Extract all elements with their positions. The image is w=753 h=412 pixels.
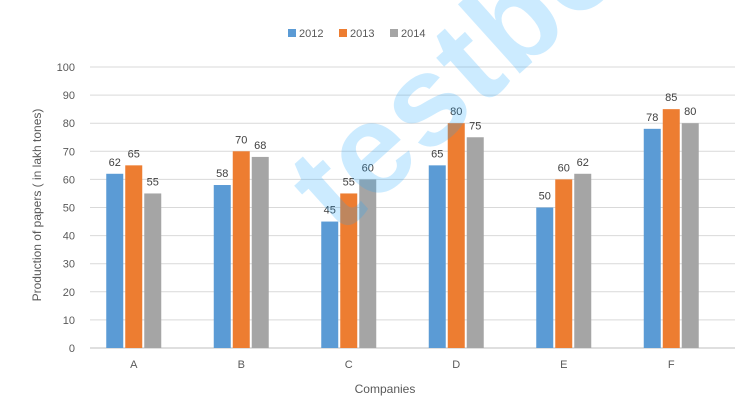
bar-f-2013 xyxy=(662,109,680,349)
bar-c-2013 xyxy=(340,193,358,348)
bar-a-2013 xyxy=(125,165,143,348)
y-tick-label: 0 xyxy=(69,343,75,355)
data-label-d-2012: 65 xyxy=(431,148,443,160)
data-label-f-2014: 80 xyxy=(684,106,696,118)
bar-b-2014 xyxy=(251,156,269,348)
x-axis-label: Companies xyxy=(355,382,416,396)
bar-d-2014 xyxy=(466,137,484,348)
data-label-b-2014: 68 xyxy=(254,140,266,152)
legend-label-2014: 2014 xyxy=(401,28,425,40)
bar-b-2012 xyxy=(213,185,231,348)
data-label-d-2014: 75 xyxy=(469,120,481,132)
data-label-c-2014: 60 xyxy=(362,162,374,174)
y-tick-label: 60 xyxy=(63,174,75,186)
bar-a-2014 xyxy=(144,193,162,348)
data-label-f-2012: 78 xyxy=(646,112,658,124)
data-label-a-2012: 62 xyxy=(109,157,121,169)
x-tick-label-d: D xyxy=(452,359,460,371)
y-tick-label: 80 xyxy=(63,118,75,130)
y-tick-label: 70 xyxy=(63,146,75,158)
x-tick-label-f: F xyxy=(668,359,675,371)
bar-c-2014 xyxy=(359,179,377,348)
x-tick-label-c: C xyxy=(345,359,353,371)
y-axis-ticks: 0 10 20 30 40 50 60 70 80 90 100 xyxy=(57,62,75,355)
data-label-a-2013: 65 xyxy=(128,148,140,160)
data-label-c-2013: 55 xyxy=(343,176,355,188)
data-label-b-2012: 58 xyxy=(216,168,228,180)
data-labels: 62 65 55 58 70 68 45 55 60 65 80 75 50 60 62 78 85 80 xyxy=(109,92,697,216)
x-tick-label-b: B xyxy=(238,359,245,371)
y-tick-label: 40 xyxy=(63,231,75,243)
y-tick-label: 30 xyxy=(63,259,75,271)
bar-a-2012 xyxy=(106,173,124,348)
x-tick-label-a: A xyxy=(130,359,138,371)
data-label-d-2013: 80 xyxy=(450,106,462,118)
legend-label-2013: 2013 xyxy=(350,28,374,40)
y-tick-label: 20 xyxy=(63,287,75,299)
data-label-e-2013: 60 xyxy=(558,162,570,174)
y-axis-label: Production of papers ( in lakh tones) xyxy=(30,109,44,302)
bar-b-2013 xyxy=(232,151,250,348)
bar-d-2013 xyxy=(447,123,465,348)
legend-swatch-2014 xyxy=(390,29,398,37)
gridlines xyxy=(90,66,735,349)
legend: 2012 2013 2014 xyxy=(288,28,425,40)
x-axis-ticks: A B C D E F xyxy=(130,359,675,371)
legend-swatch-2013 xyxy=(339,29,347,37)
y-tick-label: 90 xyxy=(63,90,75,102)
y-tick-label: 100 xyxy=(57,62,75,74)
bar-e-2012 xyxy=(536,207,554,348)
data-label-f-2013: 85 xyxy=(665,92,677,104)
bar-e-2013 xyxy=(555,179,573,348)
data-label-c-2012: 45 xyxy=(324,205,336,217)
data-label-a-2014: 55 xyxy=(147,176,159,188)
y-tick-label: 50 xyxy=(63,203,75,215)
data-label-e-2014: 62 xyxy=(577,157,589,169)
data-label-e-2012: 50 xyxy=(539,191,551,203)
bar-c-2012 xyxy=(321,221,339,348)
bar-f-2014 xyxy=(681,123,699,348)
bar-f-2012 xyxy=(643,128,661,348)
legend-label-2012: 2012 xyxy=(299,28,323,40)
y-tick-label: 10 xyxy=(63,315,75,327)
legend-swatch-2012 xyxy=(288,29,296,37)
bars xyxy=(106,109,699,349)
bar-d-2012 xyxy=(428,165,446,348)
x-tick-label-e: E xyxy=(560,359,567,371)
bar-e-2014 xyxy=(574,173,592,348)
data-label-b-2013: 70 xyxy=(235,134,247,146)
